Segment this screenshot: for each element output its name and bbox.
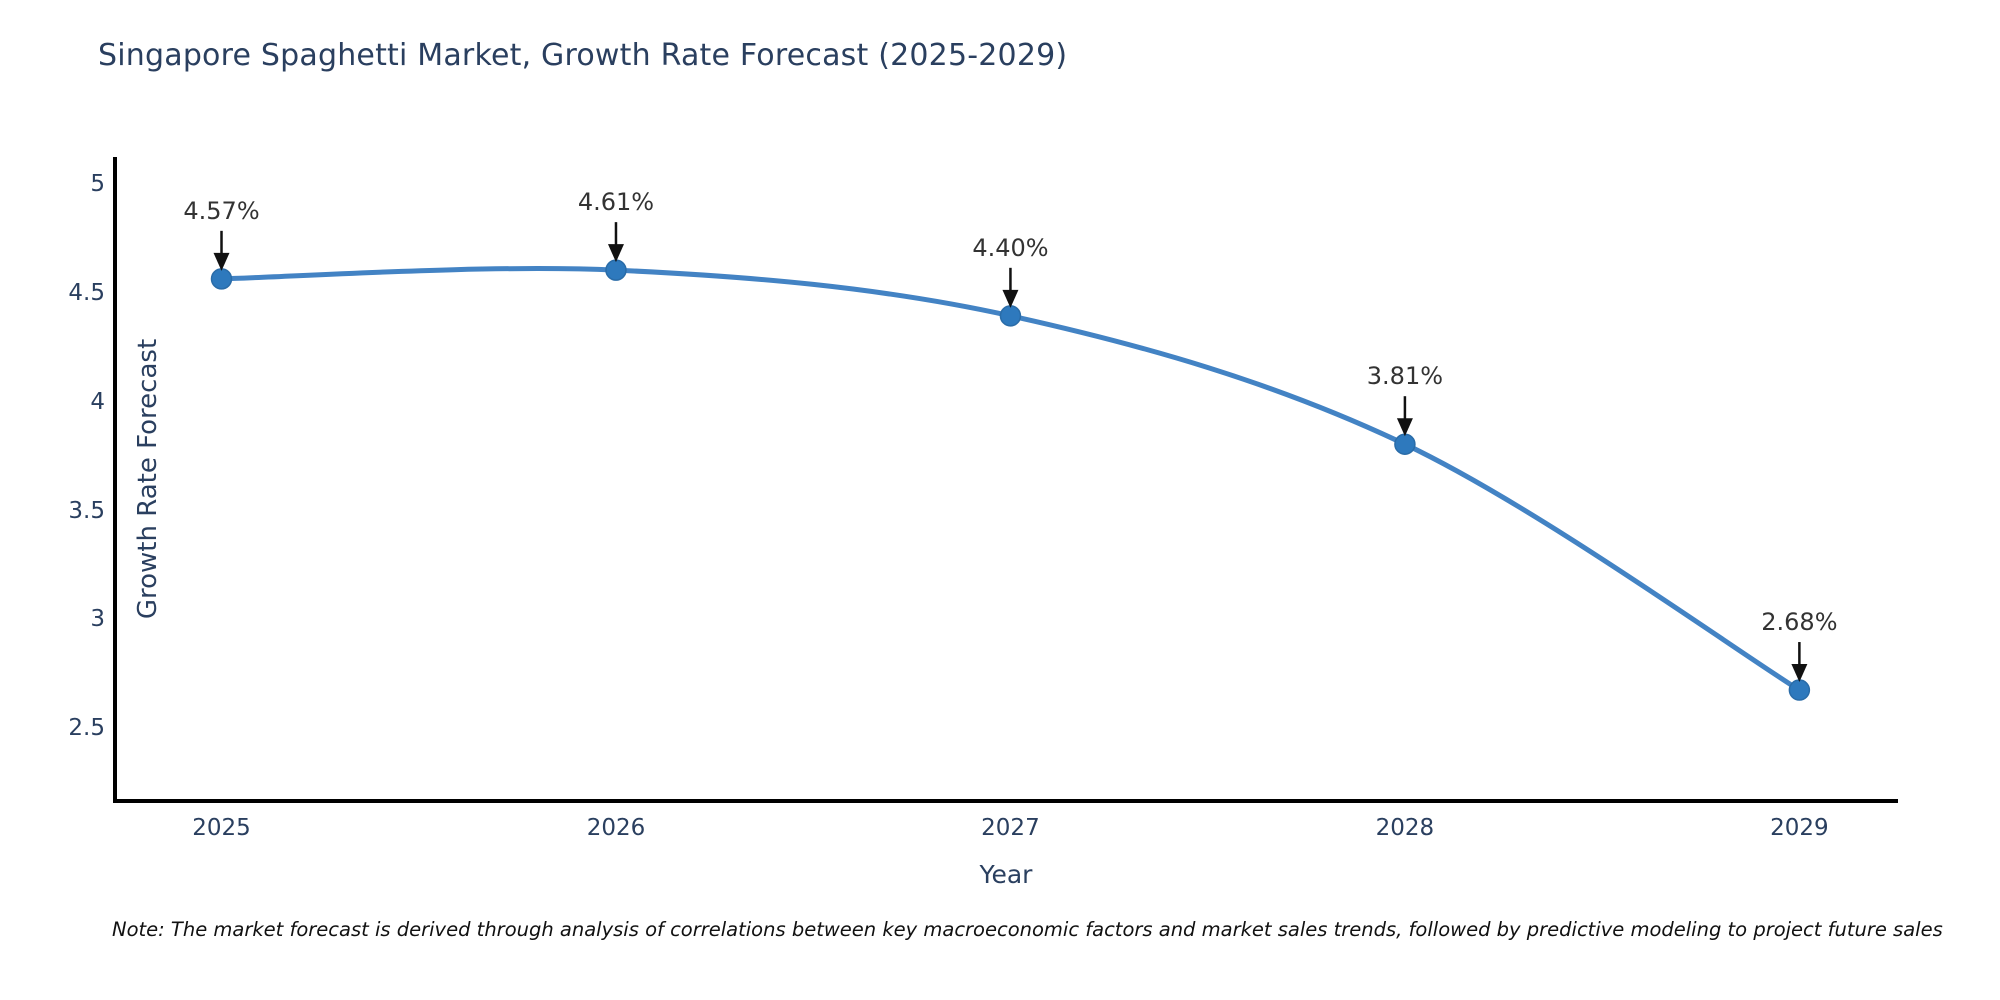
x-tick-label: 2028: [1375, 815, 1435, 841]
data-point-marker: [1394, 433, 1416, 455]
data-point-marker: [1788, 679, 1811, 701]
y-tick-label: 4.5: [68, 280, 105, 307]
annotation-arrowhead: [213, 252, 230, 271]
y-tick-label: 2.5: [68, 715, 105, 742]
data-point-marker: [605, 259, 627, 281]
annotation-arrowhead: [1002, 289, 1019, 308]
annotation-arrowhead: [1396, 418, 1413, 437]
y-tick-label: 5: [90, 171, 105, 198]
y-tick-label: 3: [90, 606, 105, 633]
footnote: Note: The market forecast is derived thr…: [112, 918, 1943, 941]
point-value-label: 2.68%: [1761, 608, 1838, 637]
x-tick-label: 2025: [192, 815, 251, 841]
point-value-label: 4.40%: [972, 233, 1049, 262]
annotation-arrowhead: [607, 244, 624, 263]
chart-title: Singapore Spaghetti Market, Growth Rate …: [98, 38, 1068, 73]
forecast-line: [219, 266, 1802, 693]
x-tick-label: 2027: [981, 815, 1040, 841]
point-value-label: 4.61%: [577, 188, 655, 217]
x-axis-title: Year: [979, 860, 1033, 889]
x-tick-label: 2026: [586, 815, 646, 841]
y-tick-label: 3.5: [68, 497, 105, 524]
x-tick-label: 2029: [1770, 815, 1829, 841]
point-value-label: 4.57%: [183, 196, 260, 225]
data-point-marker: [210, 268, 233, 290]
annotation-arrowhead: [1791, 664, 1808, 683]
data-point-marker: [999, 305, 1022, 327]
point-value-label: 3.81%: [1366, 362, 1444, 391]
y-tick-label: 4: [90, 388, 105, 415]
